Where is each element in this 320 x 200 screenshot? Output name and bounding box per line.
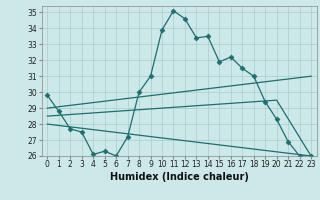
X-axis label: Humidex (Indice chaleur): Humidex (Indice chaleur) — [110, 172, 249, 182]
